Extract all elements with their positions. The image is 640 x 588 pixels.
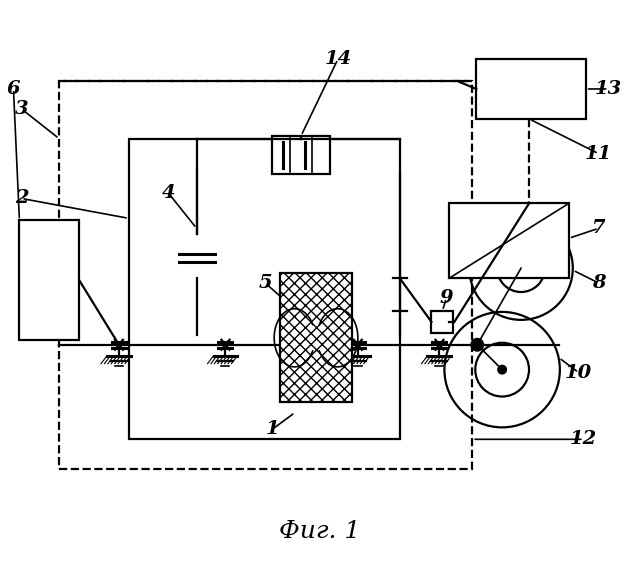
Circle shape: [516, 263, 526, 273]
Text: 14: 14: [324, 50, 351, 68]
Bar: [19, 220, 79, 340]
Text: 6: 6: [6, 80, 20, 98]
Text: 11: 11: [585, 145, 612, 163]
Bar: [431, 311, 453, 333]
Text: 10: 10: [565, 363, 593, 382]
Text: 5: 5: [259, 274, 272, 292]
Circle shape: [470, 338, 484, 352]
Text: 13: 13: [595, 80, 622, 98]
Bar: [476, 59, 586, 119]
Text: 1: 1: [266, 420, 279, 439]
Circle shape: [497, 365, 507, 375]
Bar: [60, 81, 472, 469]
Text: 2: 2: [15, 189, 28, 208]
Bar: [449, 203, 569, 278]
Text: 3: 3: [15, 100, 28, 118]
Text: 12: 12: [570, 430, 597, 448]
Text: 4: 4: [162, 185, 175, 202]
Text: 7: 7: [592, 219, 605, 238]
Text: 9: 9: [440, 289, 453, 307]
Text: Фиг. 1: Фиг. 1: [279, 520, 361, 543]
Bar: [280, 273, 352, 402]
Bar: [280, 273, 352, 402]
Bar: [272, 136, 330, 173]
Bar: [129, 139, 399, 439]
Text: 8: 8: [592, 274, 605, 292]
